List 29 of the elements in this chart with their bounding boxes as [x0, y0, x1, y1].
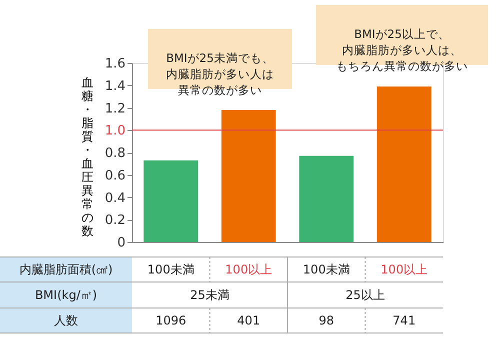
y-tick-label: 1.4: [104, 78, 126, 94]
x-tick-label: 100未満: [147, 262, 194, 276]
y-tick-label: 0.2: [104, 213, 126, 228]
y-tick-label: 0.8: [104, 146, 126, 161]
annotation: BMIが25以上で、内臓脂肪が多い人は、もちろん異常の数が多い: [336, 27, 468, 73]
text: 内臓脂肪面積(㎠): [19, 262, 113, 276]
y-tick-label: 1.6: [104, 56, 126, 72]
text: 人数: [54, 314, 78, 328]
text: 1096: [156, 314, 186, 328]
y-tick-label: 0: [117, 236, 126, 250]
text: 25以上: [346, 288, 385, 302]
x-tick-label: 100以上: [225, 262, 272, 276]
x-tick-label: 100未満: [302, 262, 350, 276]
bar: [299, 156, 354, 242]
text: 741: [392, 314, 416, 328]
y-tick-label: 1.2: [104, 101, 126, 116]
text: BMI(kg/㎡): [34, 288, 98, 302]
text: 血糖・脂質・血圧異常の数: [82, 76, 94, 238]
annotation: BMIが25未満でも、内臓脂肪が多い人は異常の数が多い: [166, 51, 274, 97]
y-tick-label: 0.6: [104, 168, 126, 184]
text: 98: [318, 314, 334, 328]
bar: [376, 86, 432, 242]
text: 401: [237, 314, 260, 328]
bar: [144, 160, 198, 242]
y-tick-label: 0.4: [104, 190, 126, 206]
y-tick-label: 1.0: [104, 124, 126, 139]
text: 25未満: [190, 288, 230, 302]
bar: [221, 110, 276, 242]
x-tick-label: 100以上: [380, 262, 428, 276]
